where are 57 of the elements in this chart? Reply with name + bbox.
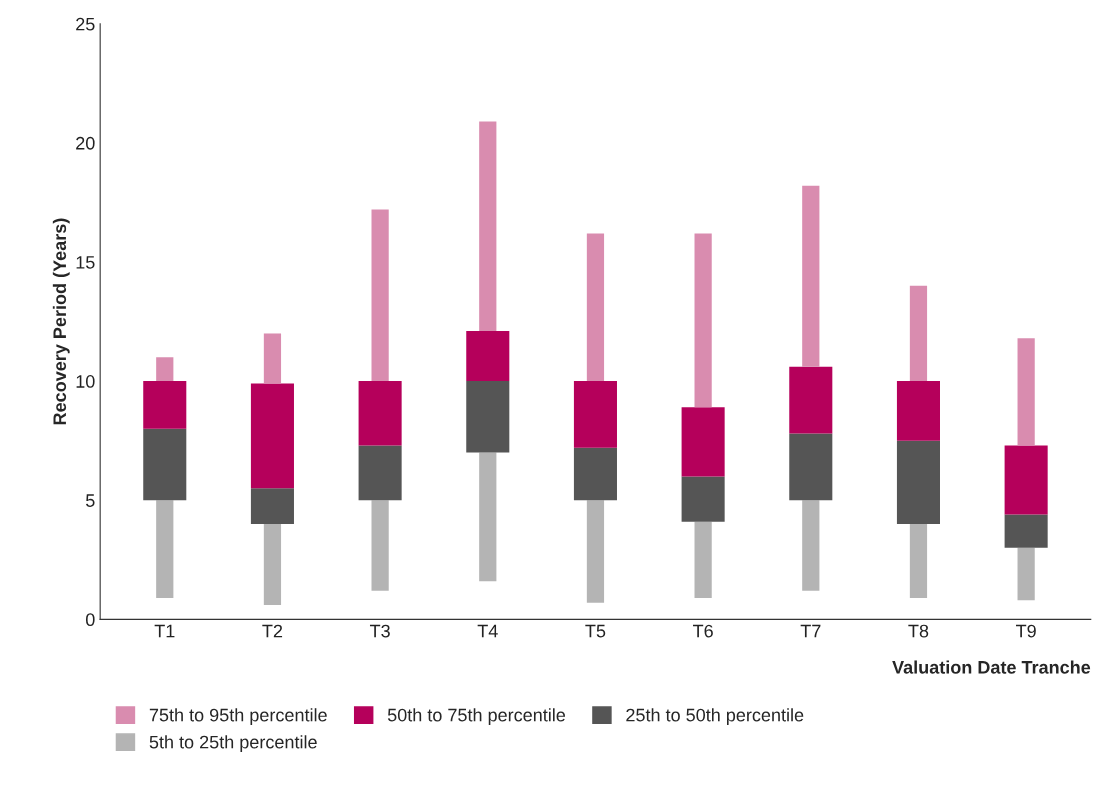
x-tick-label: T7 [800, 624, 821, 638]
bar [1017, 338, 1035, 446]
bar [909, 285, 928, 382]
bar [371, 500, 389, 591]
bar [263, 333, 282, 384]
legend-label: 50th to 75th percentile [387, 708, 566, 726]
bar [573, 381, 617, 448]
legend-label: 5th to 25th percentile [149, 735, 317, 753]
y-tick-label: 20 [76, 136, 95, 150]
bar [586, 500, 605, 603]
bar [789, 366, 833, 434]
bar [250, 488, 294, 525]
bar [371, 209, 389, 382]
x-tick-label: T5 [585, 624, 606, 638]
x-tick-label: T9 [1016, 624, 1036, 638]
bar [1004, 514, 1048, 548]
legend-label: 75th to 95th percentile [149, 708, 327, 726]
x-axis-title: Valuation Date Tranche [892, 660, 1091, 674]
legend-label: 25th to 50th percentile [626, 708, 804, 726]
x-tick-label: T3 [369, 624, 390, 638]
bar [789, 433, 833, 501]
bar [694, 521, 712, 598]
bar [466, 331, 510, 382]
bar [250, 383, 294, 489]
bar [573, 447, 617, 501]
bar [156, 357, 174, 382]
bar [1017, 547, 1035, 601]
bar [802, 500, 820, 591]
bar [909, 524, 928, 598]
bar [586, 233, 605, 382]
bar [143, 381, 187, 429]
y-tick-label: 10 [76, 375, 95, 388]
bar [681, 407, 725, 477]
bar [896, 381, 940, 441]
bar [466, 381, 510, 453]
bar [358, 445, 402, 501]
bar [263, 524, 282, 606]
bar [156, 500, 174, 598]
y-tick-label: 15 [76, 256, 95, 269]
bar [681, 476, 725, 522]
bar [479, 452, 497, 582]
y-tick-label: 5 [85, 494, 95, 507]
x-tick-label: T2 [262, 624, 283, 638]
y-axis-title: Recovery Period (Years) [52, 218, 70, 425]
y-tick-label: 25 [76, 17, 95, 31]
x-tick-label: T4 [477, 624, 498, 638]
x-tick-label: T1 [154, 624, 175, 638]
y-tick-label: 0 [85, 613, 95, 627]
bar [896, 440, 940, 525]
x-tick-label: T8 [908, 624, 929, 638]
bar [143, 428, 187, 501]
bar [479, 121, 497, 332]
bar [1004, 445, 1048, 515]
bar [802, 185, 820, 367]
bar [358, 381, 402, 446]
x-tick-label: T6 [693, 624, 713, 638]
bar [694, 233, 712, 408]
